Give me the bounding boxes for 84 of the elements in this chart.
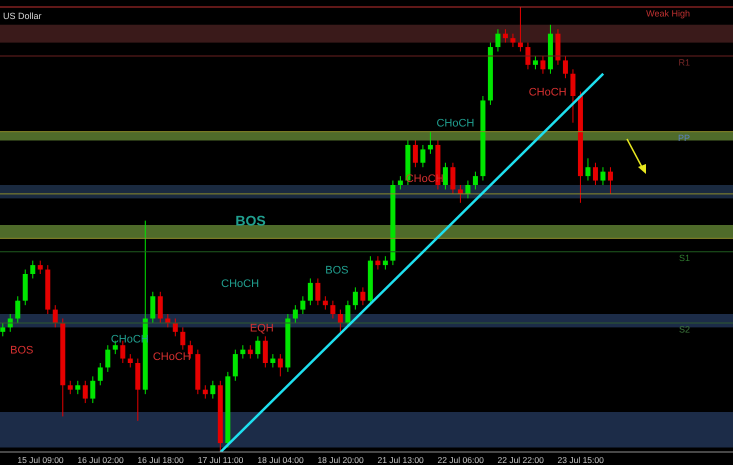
annotation: EQH xyxy=(250,322,274,334)
candlestick xyxy=(585,158,590,182)
candlestick xyxy=(30,260,36,279)
candlestick xyxy=(428,131,433,154)
candlestick xyxy=(338,309,343,332)
candlestick xyxy=(128,354,133,368)
candlestick xyxy=(68,380,73,395)
x-tick-label: 22 Jul 06:00 xyxy=(437,455,484,465)
candlestick xyxy=(52,304,58,328)
ref-line-label: Weak High xyxy=(646,8,690,18)
candlestick xyxy=(465,180,470,199)
candlestick xyxy=(38,260,43,274)
candlestick xyxy=(158,291,163,324)
candlestick xyxy=(458,184,463,204)
candlestick xyxy=(98,362,103,386)
candlestick xyxy=(232,349,238,382)
candlestick xyxy=(398,176,403,190)
candlestick xyxy=(308,278,313,306)
candlestick xyxy=(262,336,268,368)
candlestick xyxy=(382,256,388,270)
candlestick xyxy=(165,314,170,328)
annotation: BOS xyxy=(235,212,266,229)
candlestick xyxy=(202,384,208,400)
ref-line-label: S2 xyxy=(678,324,690,334)
candlestick xyxy=(0,322,6,337)
candlestick xyxy=(240,344,246,360)
x-tick-label: 17 Jul 11:00 xyxy=(198,455,244,465)
candlestick xyxy=(518,7,523,52)
candlestick xyxy=(502,28,508,44)
candlestick xyxy=(420,144,426,168)
candlestick xyxy=(592,162,598,186)
annotation: BOS xyxy=(325,264,348,276)
candlestick xyxy=(90,376,96,404)
annotation: CHoCH xyxy=(528,86,567,98)
candlestick xyxy=(450,162,456,194)
candlestick xyxy=(270,354,276,368)
candlestick xyxy=(300,296,306,315)
candlestick xyxy=(442,162,448,190)
candlestick xyxy=(210,380,216,400)
candlestick xyxy=(352,286,358,310)
candlestick xyxy=(600,166,606,186)
x-tick-label: 18 Jul 04:00 xyxy=(257,455,304,465)
ref-line-label: R1 xyxy=(678,57,690,68)
candlestick xyxy=(105,344,110,372)
candlestick xyxy=(172,318,178,337)
annotation: CHoCH xyxy=(221,278,260,290)
candlestick xyxy=(540,55,546,74)
annotation: CHoCH xyxy=(152,351,191,364)
x-tick-label: 16 Jul 02:00 xyxy=(77,455,124,465)
candlestick xyxy=(150,291,156,324)
ref-line-label: PP xyxy=(678,132,690,143)
candlestick xyxy=(180,326,186,350)
candlestick xyxy=(375,256,380,270)
candlestick xyxy=(330,300,336,319)
x-tick-label: 23 Jul 15:00 xyxy=(558,455,604,465)
candlestick xyxy=(510,33,516,48)
candlestick xyxy=(412,140,418,168)
candlestick xyxy=(525,42,530,70)
candlestick xyxy=(562,55,568,79)
candlestick xyxy=(570,68,576,124)
candlestick xyxy=(322,296,328,310)
ref-line-label: S1 xyxy=(678,253,690,264)
annotation: CHoCH xyxy=(436,118,474,130)
x-tick-label: 22 Jul 22:00 xyxy=(498,455,544,465)
x-tick-label: 18 Jul 20:00 xyxy=(317,455,364,465)
x-tick-label: 16 Jul 18:00 xyxy=(137,455,184,465)
candlestick xyxy=(608,166,613,194)
candlestick xyxy=(292,304,298,324)
candlestick xyxy=(248,344,253,360)
candlestick xyxy=(532,55,538,70)
candlestick xyxy=(472,171,478,190)
candlestick xyxy=(278,354,283,377)
candlestick xyxy=(495,28,500,52)
candlestick xyxy=(15,296,20,324)
chart-title: US Dollar xyxy=(3,11,42,21)
annotation: BOS xyxy=(10,344,34,357)
x-tick-label: 15 Jul 09:00 xyxy=(17,455,64,465)
x-tick-label: 21 Jul 13:00 xyxy=(377,455,424,465)
candlestick xyxy=(8,314,13,332)
candlestick xyxy=(82,380,88,404)
candlestick xyxy=(315,278,320,306)
candlestick xyxy=(360,286,366,306)
candlestick xyxy=(255,336,260,360)
candlestick xyxy=(75,380,80,395)
